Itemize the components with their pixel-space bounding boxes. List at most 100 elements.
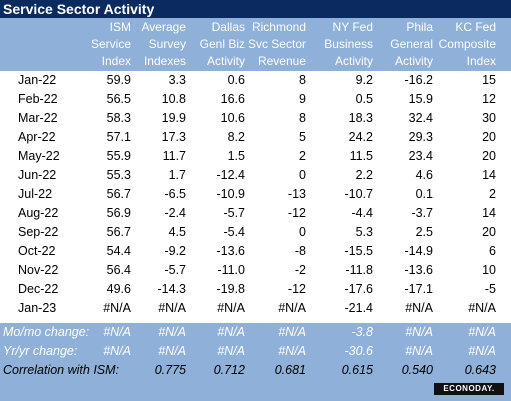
footer-ism-service-index: #N/A	[103, 344, 131, 358]
cell-richmond-svc-sector-revenue: 8	[299, 73, 306, 87]
cell-average-survey-indexes: 4.5	[168, 225, 186, 239]
cell-average-survey-indexes: 17.3	[161, 130, 186, 144]
header-average-survey-indexes: Average Survey Indexes	[141, 20, 186, 68]
footer-label: Yr/yr change:	[3, 344, 78, 358]
cell-phila-general-activity: -14.9	[404, 244, 434, 258]
cell-kc-fed-composite-index: 6	[489, 244, 496, 258]
row-month: Jun-22	[18, 168, 57, 182]
econoday-logo: ECONODAY.	[434, 383, 504, 395]
cell-richmond-svc-sector-revenue: 9	[299, 92, 306, 106]
cell-average-survey-indexes: -6.5	[164, 187, 186, 201]
cell-dallas-genl-biz-activity: -5.7	[223, 206, 245, 220]
header-richmond-svc-sector-revenue: Richmond Svc Sector Revenue	[247, 20, 306, 68]
footer-dallas-genl-biz-activity: #N/A	[217, 325, 245, 339]
cell-kc-fed-composite-index: 20	[482, 225, 496, 239]
footer-ism-service-index: #N/A	[103, 325, 131, 339]
table-body: Jan-22 59.9 3.3 0.6 8 9.2 -16.2 15 Feb-22 56.5 10.…	[0, 71, 511, 318]
cell-ny-fed-business-activity: 24.2	[348, 130, 373, 144]
cell-richmond-svc-sector-revenue: -2	[294, 263, 306, 277]
table-row: Dec-22 49.6 -14.3 -19.8 -12 -17.6 -17.1 -5	[0, 280, 511, 299]
cell-average-survey-indexes: -14.3	[157, 282, 187, 296]
cell-ism-service-index: 56.4	[106, 263, 131, 277]
header-dallas-genl-biz-activity: Dallas Genl Biz Activity	[199, 20, 245, 68]
cell-average-survey-indexes: -5.7	[164, 263, 186, 277]
cell-ism-service-index: 59.9	[106, 73, 131, 87]
table-row: Sep-22 56.7 4.5 -5.4 0 5.3 2.5 20	[0, 223, 511, 242]
cell-kc-fed-composite-index: 12	[482, 92, 496, 106]
cell-ism-service-index: 55.9	[106, 149, 131, 163]
footer-richmond-svc-sector-revenue: #N/A	[278, 344, 306, 358]
table-row: Jul-22 56.7 -6.5 -10.9 -13 -10.7 0.1 2	[0, 185, 511, 204]
cell-dallas-genl-biz-activity: -10.9	[216, 187, 246, 201]
cell-richmond-svc-sector-revenue: -12	[287, 206, 306, 220]
table-row: Jun-22 55.3 1.7 -12.4 0 2.2 4.6 14	[0, 166, 511, 185]
cell-ny-fed-business-activity: -21.4	[344, 301, 374, 315]
table-title: Service Sector Activity	[0, 0, 511, 18]
cell-ny-fed-business-activity: 11.5	[349, 149, 373, 163]
cell-ny-fed-business-activity: -15.5	[344, 244, 374, 258]
header-ism-service-index: ISM Service Index	[90, 20, 131, 68]
table-row: Jan-23 #N/A #N/A #N/A #N/A -21.4 #N/A #N/A	[0, 299, 511, 318]
footer-ny-fed-business-activity: -3.8	[351, 325, 373, 339]
cell-kc-fed-composite-index: 10	[482, 263, 496, 277]
cell-richmond-svc-sector-revenue: 5	[299, 130, 306, 144]
table-row: Jan-22 59.9 3.3 0.6 8 9.2 -16.2 15	[0, 71, 511, 90]
cell-richmond-svc-sector-revenue: -8	[294, 244, 306, 258]
cell-phila-general-activity: -3.7	[411, 206, 433, 220]
cell-richmond-svc-sector-revenue: 8	[299, 111, 306, 125]
cell-kc-fed-composite-index: 15	[482, 73, 496, 87]
row-month: Mar-22	[18, 111, 58, 125]
footer-phila-general-activity: #N/A	[405, 344, 433, 358]
row-month: Aug-22	[18, 206, 59, 220]
cell-kc-fed-composite-index: 2	[489, 187, 496, 201]
footer-phila-general-activity: 0.540	[401, 363, 433, 377]
cell-dallas-genl-biz-activity: #N/A	[217, 301, 245, 315]
cell-average-survey-indexes: #N/A	[158, 301, 186, 315]
row-month: May-22	[18, 149, 60, 163]
cell-richmond-svc-sector-revenue: #N/A	[278, 301, 306, 315]
header-phila-general-activity: Phila General Activity	[390, 20, 433, 68]
cell-kc-fed-composite-index: -5	[484, 282, 496, 296]
cell-ny-fed-business-activity: -17.6	[344, 282, 374, 296]
footer-ny-fed-business-activity: 0.615	[341, 363, 373, 377]
footer-average-survey-indexes: #N/A	[158, 325, 186, 339]
footer-row: Yr/yr change: #N/A #N/A #N/A #N/A -30.6 #N/A #N…	[0, 342, 511, 361]
cell-dallas-genl-biz-activity: 0.6	[227, 73, 245, 87]
row-month: Jul-22	[18, 187, 53, 201]
cell-ism-service-index: #N/A	[103, 301, 131, 315]
row-month: Jan-23	[18, 301, 57, 315]
footer-richmond-svc-sector-revenue: 0.681	[274, 363, 306, 377]
cell-kc-fed-composite-index: 14	[482, 206, 496, 220]
cell-ism-service-index: 58.3	[106, 111, 131, 125]
column-headers: ISM Service Index Average Survey Indexes D…	[0, 18, 511, 71]
cell-dallas-genl-biz-activity: -13.6	[216, 244, 246, 258]
table-row: Nov-22 56.4 -5.7 -11.0 -2 -11.8 -13.6 10	[0, 261, 511, 280]
row-month: Jan-22	[18, 73, 57, 87]
cell-ism-service-index: 49.6	[106, 282, 131, 296]
cell-ism-service-index: 56.9	[106, 206, 131, 220]
cell-dallas-genl-biz-activity: -11.0	[217, 263, 245, 277]
table-row: May-22 55.9 11.7 1.5 2 11.5 23.4 20	[0, 147, 511, 166]
row-month: Oct-22	[18, 244, 56, 258]
footer-kc-fed-composite-index: 0.643	[464, 363, 496, 377]
cell-phila-general-activity: #N/A	[405, 301, 433, 315]
cell-phila-general-activity: -17.1	[404, 282, 434, 296]
table-row: Feb-22 56.5 10.8 16.6 9 0.5 15.9 12	[0, 90, 511, 109]
cell-kc-fed-composite-index: 20	[482, 149, 496, 163]
cell-ism-service-index: 57.1	[106, 130, 131, 144]
cell-average-survey-indexes: 11.7	[162, 149, 186, 163]
cell-ny-fed-business-activity: -10.7	[344, 187, 374, 201]
cell-phila-general-activity: 15.9	[408, 92, 433, 106]
cell-richmond-svc-sector-revenue: 2	[299, 149, 306, 163]
cell-ism-service-index: 56.7	[106, 225, 131, 239]
cell-phila-general-activity: -13.6	[404, 263, 434, 277]
row-month: Sep-22	[18, 225, 59, 239]
cell-phila-general-activity: 29.3	[408, 130, 433, 144]
cell-ism-service-index: 56.5	[106, 92, 131, 106]
cell-kc-fed-composite-index: 14	[482, 168, 496, 182]
cell-ny-fed-business-activity: 18.3	[348, 111, 373, 125]
cell-ny-fed-business-activity: 0.5	[355, 92, 373, 106]
row-month: Dec-22	[18, 282, 59, 296]
cell-dallas-genl-biz-activity: 8.2	[227, 130, 245, 144]
